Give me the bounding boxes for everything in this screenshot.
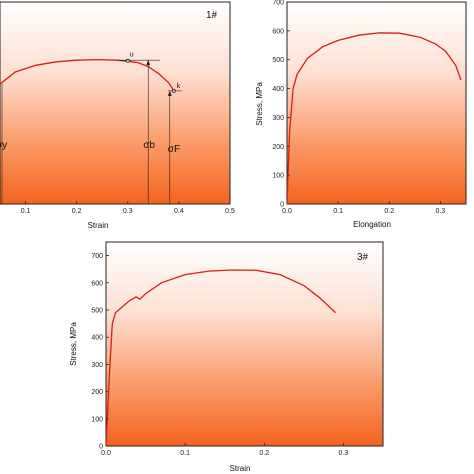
panel-3-plot-area bbox=[105, 241, 384, 447]
panel-3-stress-strain-curve bbox=[106, 269, 336, 446]
panel-2: 0.0 0.1 0.2 0.3 0 100 200 300 400 500 600 700 Elong… bbox=[255, 0, 467, 229]
panel-1-stress-strain-curve bbox=[0, 58, 175, 92]
y-tick-label: 0 bbox=[99, 444, 103, 451]
panel-3-label: 3# bbox=[357, 252, 369, 263]
panel-3-y-axis-label: Stress, MPa bbox=[69, 322, 78, 366]
y-tick-label: 400 bbox=[272, 86, 284, 93]
sigma-f-label: σF bbox=[168, 144, 180, 155]
sigma-f-arrowhead bbox=[167, 90, 172, 96]
point-k-label: k bbox=[177, 83, 181, 90]
y-tick-label: 200 bbox=[91, 389, 103, 396]
y-tick-label: 400 bbox=[91, 335, 103, 342]
x-tick-label: 0.3 bbox=[123, 208, 133, 215]
panel-2-ticks: 0.0 0.1 0.2 0.3 0 100 200 300 400 500 600 700 bbox=[272, 0, 445, 215]
panel-2-stress-elongation-curve bbox=[287, 32, 462, 204]
x-tick-label: 0.2 bbox=[384, 208, 394, 215]
panel-1-x-ticks: 0.1 0.2 0.3 0.4 0.5 bbox=[21, 201, 235, 215]
y-tick-label: 300 bbox=[272, 115, 284, 122]
x-tick-label: 0.2 bbox=[259, 450, 269, 457]
y-tick-label: 500 bbox=[272, 57, 284, 64]
panel-1-plot-area bbox=[0, 1, 231, 205]
y-tick-label: 700 bbox=[272, 0, 284, 7]
x-tick-label: 0.5 bbox=[225, 208, 235, 215]
y-tick-label: 700 bbox=[91, 253, 103, 260]
y-tick-label: 600 bbox=[91, 280, 103, 287]
panel-1-x-axis-label: Strain bbox=[88, 221, 109, 230]
panel-1-label: 1# bbox=[206, 10, 218, 21]
point-u-marker bbox=[125, 58, 130, 63]
y-tick-label: 0 bbox=[280, 202, 284, 209]
y-tick-label: 600 bbox=[272, 28, 284, 35]
sigma-b-arrowhead bbox=[146, 60, 151, 66]
x-tick-label: 0.1 bbox=[21, 208, 31, 215]
panel-1: 0.1 0.2 0.3 0.4 0.5 1# u k σb σF σy Strain bbox=[0, 1, 235, 230]
y-tick-label: 500 bbox=[91, 308, 103, 315]
x-tick-label: 0.0 bbox=[282, 208, 292, 215]
panel-2-x-axis-label: Elongation bbox=[353, 220, 391, 229]
x-tick-label: 0.1 bbox=[333, 208, 343, 215]
sigma-b-label: σb bbox=[143, 140, 155, 151]
panel-2-plot-area bbox=[286, 1, 467, 205]
sigma-y-label: σy bbox=[0, 140, 7, 151]
x-tick-label: 0.2 bbox=[72, 208, 82, 215]
y-tick-label: 300 bbox=[91, 362, 103, 369]
y-tick-label: 200 bbox=[272, 144, 284, 151]
panel-3: 0.0 0.1 0.2 0.3 0 100 200 300 400 500 600 700 3# St… bbox=[69, 241, 384, 473]
x-tick-label: 0.0 bbox=[101, 450, 111, 457]
panel-3-x-axis-label: Strain bbox=[230, 464, 251, 473]
panel-1-annotation-lines bbox=[1, 58, 182, 204]
x-tick-label: 0.1 bbox=[180, 450, 190, 457]
panel-2-y-axis-label: Stress, MPa bbox=[255, 82, 264, 126]
panel-3-ticks: 0.0 0.1 0.2 0.3 0 100 200 300 400 500 600 700 bbox=[91, 253, 348, 457]
y-tick-label: 100 bbox=[272, 173, 284, 180]
x-tick-label: 0.3 bbox=[436, 208, 446, 215]
x-tick-label: 0.3 bbox=[339, 450, 349, 457]
point-u-label: u bbox=[130, 52, 134, 59]
x-tick-label: 0.4 bbox=[174, 208, 184, 215]
y-tick-label: 100 bbox=[91, 416, 103, 423]
